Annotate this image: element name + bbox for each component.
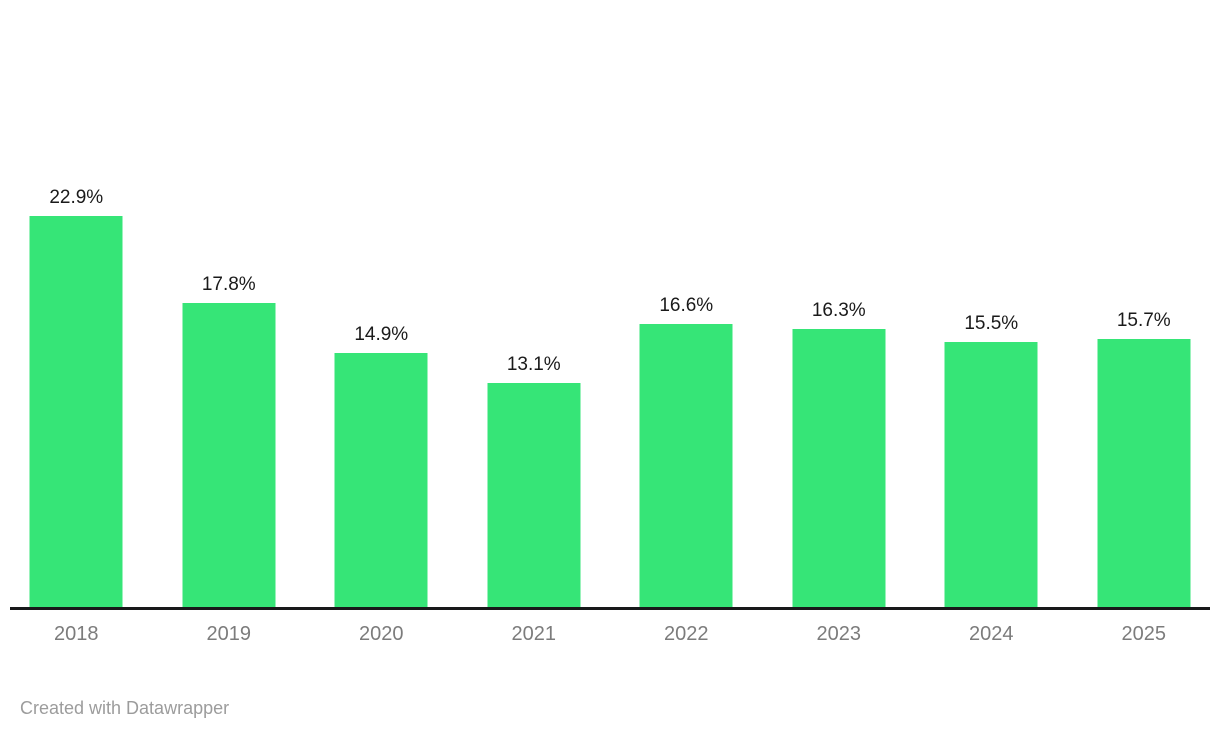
x-tick-label: 2020 xyxy=(359,623,404,645)
bar-value-label: 17.8% xyxy=(201,274,256,295)
x-tick-label: 2025 xyxy=(1121,623,1167,645)
bar-group: 22.9% xyxy=(0,0,153,607)
bar-value-label: 22.9% xyxy=(49,187,104,208)
bar-group: 13.1% xyxy=(458,0,611,607)
x-axis-labels: 2018 2019 2020 2021 2022 2023 2024 2025 xyxy=(0,622,1220,646)
x-tick-label: 2022 xyxy=(664,623,709,645)
bar-value-label: 13.1% xyxy=(506,354,561,375)
bar-group: 16.3% xyxy=(763,0,916,607)
bar xyxy=(1097,339,1191,607)
x-tick-label: 2021 xyxy=(511,623,557,645)
datawrapper-attribution-link[interactable]: Created with Datawrapper xyxy=(20,698,230,718)
bar xyxy=(487,383,581,607)
bar xyxy=(29,216,123,607)
bar-value-label: 16.6% xyxy=(659,295,714,316)
x-tick-label: 2018 xyxy=(54,623,99,645)
bar-group: 15.5% xyxy=(915,0,1068,607)
bar xyxy=(792,329,886,607)
bar xyxy=(944,342,1038,607)
plot-area: 22.9% 17.8% 14.9% 13.1% 16.6% 16.3% 15.5% 15.7% xyxy=(0,0,1220,607)
x-tick-label: 2024 xyxy=(969,623,1014,645)
x-tick-label: 2019 xyxy=(206,623,252,645)
x-axis-line xyxy=(10,607,1210,610)
bar-group: 14.9% xyxy=(305,0,458,607)
bar-value-label: 15.7% xyxy=(1116,310,1171,331)
bar-value-label: 14.9% xyxy=(354,324,409,345)
bar xyxy=(334,353,428,607)
bar-group: 16.6% xyxy=(610,0,763,607)
bar xyxy=(639,324,733,607)
bar-value-label: 15.5% xyxy=(964,313,1019,334)
bar xyxy=(182,303,276,607)
x-tick-label: 2023 xyxy=(816,623,862,645)
bar-group: 17.8% xyxy=(153,0,306,607)
bar-group: 15.7% xyxy=(1068,0,1220,607)
bar-value-label: 16.3% xyxy=(811,300,866,321)
